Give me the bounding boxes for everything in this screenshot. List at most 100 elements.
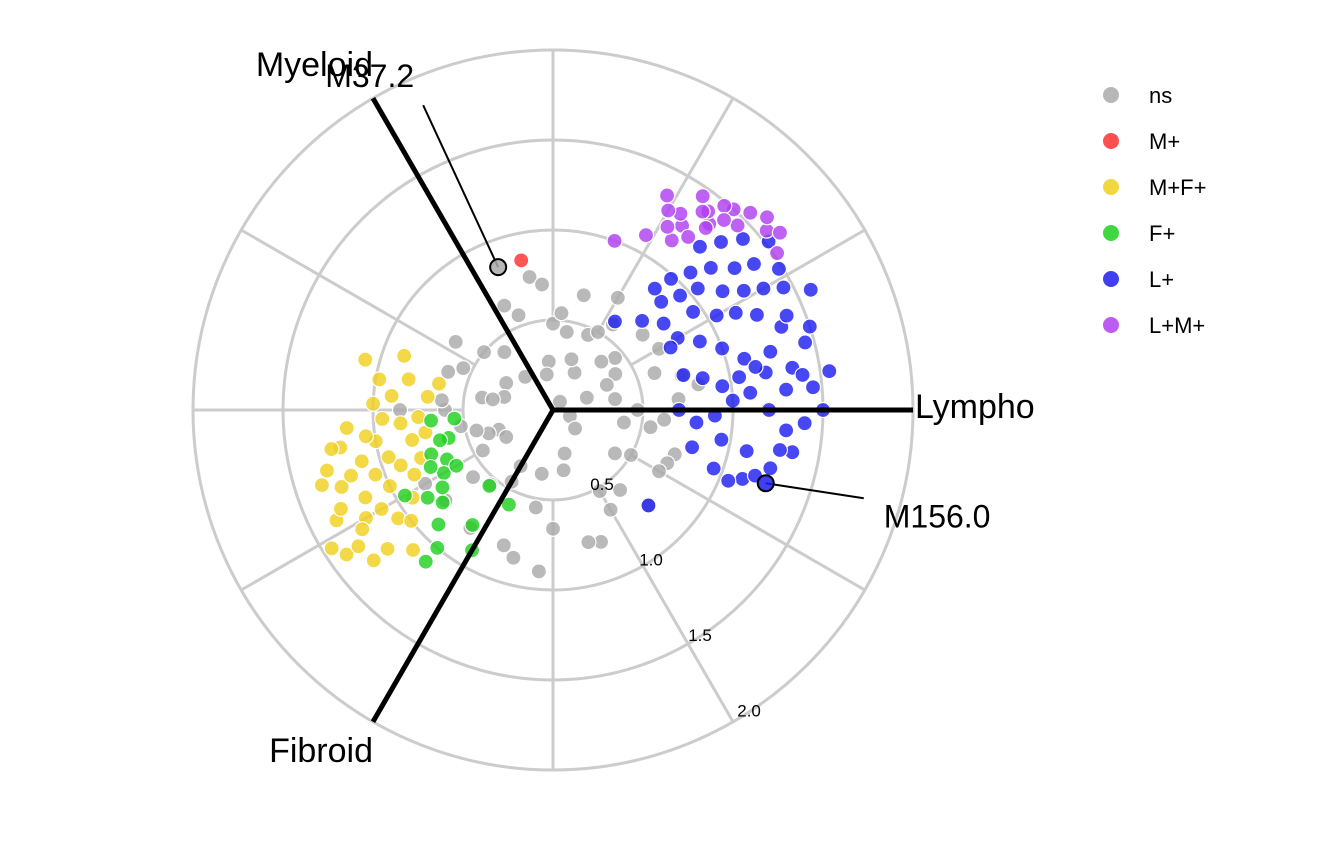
legend-label: F+ [1149, 221, 1175, 246]
data-point-ns [589, 323, 607, 341]
data-point-ns [464, 469, 482, 486]
data-point-M+F+ [365, 552, 382, 569]
data-point-L+M+ [637, 227, 655, 244]
data-point-M+F+ [404, 541, 422, 559]
data-point-M+F+ [323, 440, 340, 458]
data-point-L+ [708, 307, 725, 324]
data-point-L+ [804, 379, 822, 396]
data-point-ns [642, 419, 659, 436]
data-point-L+ [714, 340, 731, 357]
data-point-L+ [671, 287, 689, 304]
data-point-M+F+ [379, 540, 396, 557]
data-point-L+ [778, 307, 795, 324]
data-point-L+ [691, 333, 708, 350]
data-point-ns [602, 501, 619, 518]
data-point-M+F+ [313, 476, 330, 494]
data-point-M+F+ [396, 347, 413, 364]
data-point-L+ [801, 318, 818, 335]
data-point-F+ [396, 487, 414, 504]
data-points [313, 187, 838, 580]
legend-label: M+F+ [1149, 175, 1206, 200]
data-point-L+M+ [659, 218, 676, 235]
data-point-L+M+ [694, 203, 711, 220]
data-point-ns [498, 428, 515, 446]
data-point-F+ [434, 479, 451, 496]
data-point-ns [646, 364, 663, 382]
grid-spoke [596, 487, 735, 723]
data-point-L+ [821, 363, 838, 380]
data-point-L+ [796, 415, 813, 432]
legend-swatch [1103, 317, 1119, 333]
data-point-ns [606, 390, 624, 408]
data-point-ns [447, 333, 464, 350]
labelled-point [756, 474, 775, 493]
data-point-L+ [745, 255, 763, 273]
data-point-L+M+ [694, 188, 711, 205]
data-point-M+F+ [419, 388, 436, 405]
data-point-L+ [705, 460, 722, 477]
data-point-L+ [736, 350, 753, 367]
data-point-F+ [422, 412, 440, 429]
data-point-ns [495, 537, 512, 554]
data-point-ns [555, 462, 572, 479]
data-point-ns [496, 343, 513, 361]
data-point-L+ [727, 304, 744, 321]
data-point-ns [650, 463, 668, 480]
data-point-M+F+ [357, 351, 374, 368]
data-point-L+ [713, 431, 730, 448]
data-point-L+M+ [660, 202, 677, 219]
data-point-ns [656, 411, 673, 428]
point-label: M156.0 [884, 498, 991, 534]
legend-swatch [1103, 225, 1119, 241]
data-point-ns [606, 349, 624, 367]
data-point-M+F+ [332, 500, 350, 517]
data-point-F+ [417, 553, 434, 570]
data-point-L+M+ [729, 217, 746, 234]
data-point-M+F+ [380, 449, 397, 466]
data-point-L+M+ [697, 219, 714, 237]
legend-label: L+ [1149, 267, 1174, 292]
data-point-ns [598, 376, 615, 393]
data-point-L+M+ [715, 211, 733, 229]
data-point-ns [558, 323, 575, 341]
legend-swatch [1103, 179, 1119, 195]
legend-swatch [1103, 87, 1119, 103]
data-point-ns [468, 422, 485, 439]
data-point-L+ [694, 370, 711, 387]
axis-line [370, 408, 556, 724]
data-point-L+ [738, 443, 755, 460]
legend-label: ns [1149, 83, 1172, 108]
data-point-M+F+ [381, 477, 398, 495]
axis-lines: Myeloid Lympho Fibroid [256, 46, 1035, 770]
data-point-M+F+ [404, 431, 421, 449]
data-point-L+ [662, 339, 679, 356]
data-point-ns [591, 482, 608, 500]
data-point-L+ [683, 439, 701, 456]
data-point-L+ [778, 422, 795, 439]
data-point-M+F+ [354, 521, 371, 538]
data-point-L+ [794, 366, 811, 384]
data-point-L+ [731, 369, 748, 386]
data-point-ns [440, 363, 457, 380]
data-point-ns [538, 366, 555, 383]
data-point-L+ [714, 378, 731, 395]
data-point-M+F+ [357, 489, 374, 506]
data-point-ns [580, 534, 597, 551]
data-point-M+F+ [403, 512, 420, 529]
data-point-ns [612, 481, 629, 499]
data-point-L+M+ [769, 244, 786, 262]
data-point-M+F+ [333, 478, 350, 496]
data-point-ns [533, 465, 550, 482]
data-point-M+F+ [365, 395, 382, 412]
radial-tick-labels: 0.5 1.0 1.5 2.0 [590, 475, 761, 720]
data-point-F+ [422, 458, 439, 476]
data-point-ns [556, 445, 573, 462]
data-point-ns [578, 389, 595, 406]
data-point-M+F+ [374, 410, 391, 428]
data-point-L+ [775, 279, 792, 296]
data-point-L+ [606, 313, 624, 330]
data-point-L+ [742, 384, 759, 401]
data-point-M+F+ [400, 371, 417, 388]
data-point-L+ [682, 264, 699, 281]
data-point-L+ [762, 460, 779, 477]
